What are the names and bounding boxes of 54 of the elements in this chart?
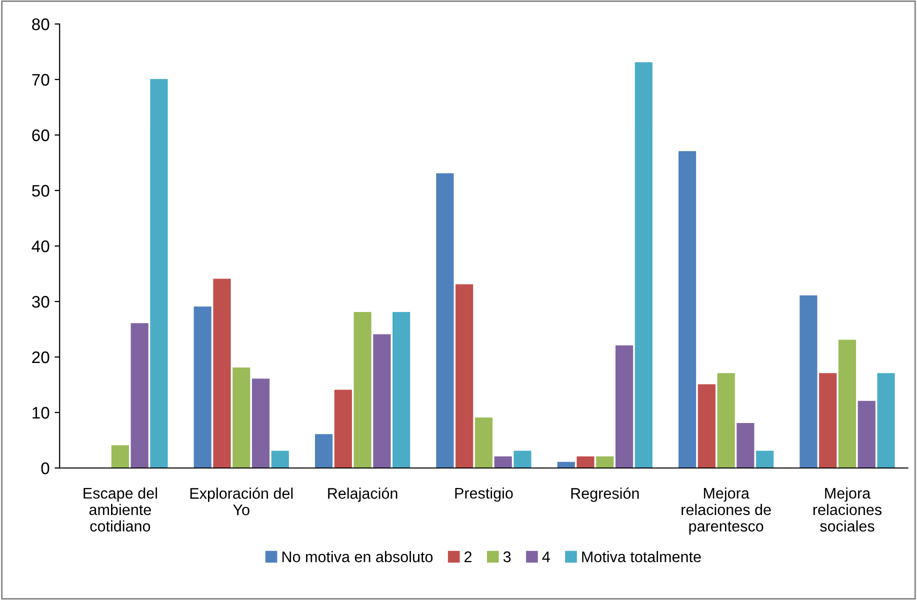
- y-tick-label: 30: [32, 296, 50, 308]
- x-tick-label: Exploración del Yo: [190, 487, 293, 516]
- legend-label: 2: [464, 551, 472, 562]
- bar: [130, 323, 148, 468]
- y-tick-label: 70: [32, 74, 50, 86]
- legend-label: 4: [542, 552, 550, 562]
- y-tick-label: 80: [32, 18, 50, 30]
- bar: [678, 151, 696, 468]
- bar: [858, 400, 876, 468]
- bar: [354, 312, 372, 468]
- legend-label: 3: [503, 551, 511, 562]
- x-tick-label: Relajación: [328, 487, 398, 502]
- y-tick-label: 50: [32, 184, 50, 197]
- bar: [373, 334, 391, 468]
- bar: [392, 312, 410, 468]
- y-tick-label: 60: [32, 129, 50, 142]
- bar: [334, 390, 352, 468]
- y-tick-label: 10: [32, 406, 50, 419]
- bar: [634, 62, 652, 468]
- bar: [150, 78, 168, 468]
- bar: [194, 306, 212, 468]
- bar: [456, 284, 474, 468]
- bar: [232, 368, 250, 468]
- bar: [596, 456, 614, 468]
- bar: [819, 373, 837, 468]
- bar: [514, 450, 532, 468]
- bar: [252, 378, 270, 468]
- bar: [756, 450, 774, 468]
- x-tick-label: Regresión: [571, 487, 639, 502]
- bar: [698, 384, 716, 468]
- bar: [494, 456, 512, 468]
- bar: [111, 445, 129, 468]
- bar: [717, 373, 735, 468]
- x-tick-label: Prestigio: [455, 487, 513, 502]
- bar: [615, 345, 634, 468]
- legend-label: Motiva totalmente: [582, 551, 701, 562]
- bar: [271, 450, 289, 468]
- bar: [557, 462, 575, 468]
- y-tick-label: 40: [32, 240, 50, 252]
- bar: [800, 295, 818, 468]
- y-tick-label: 0: [41, 462, 50, 474]
- bar: [436, 173, 454, 468]
- x-tick-label: Mejora relaciones de parentesco: [682, 487, 771, 535]
- bar: [213, 278, 231, 468]
- bar: [838, 340, 856, 468]
- bar: [736, 423, 754, 468]
- bar: [576, 456, 594, 468]
- legend-label: No motiva en absoluto: [282, 551, 433, 562]
- bar: [474, 417, 493, 468]
- y-tick-label: 20: [32, 351, 50, 364]
- bar: [877, 373, 895, 468]
- bar: [314, 434, 333, 468]
- x-tick-label: Mejora relaciones sociales: [813, 487, 882, 532]
- x-tick-label: Escape del ambiente cotidiano: [84, 487, 157, 532]
